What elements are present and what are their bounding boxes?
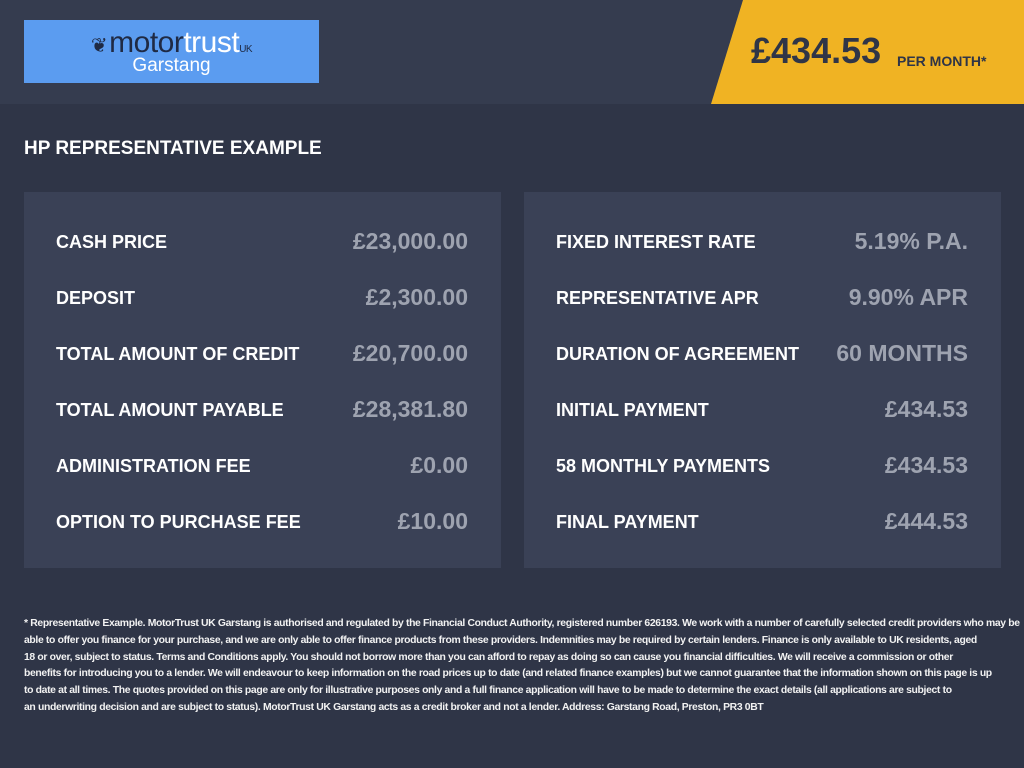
finance-row: 58 MONTHLY PAYMENTS £434.53 [556,452,968,482]
logo-branch: Garstang [132,55,211,76]
finance-label: TOTAL AMOUNT PAYABLE [56,400,284,420]
page-title: HP REPRESENTATIVE EXAMPLE [24,138,322,159]
finance-row: TOTAL AMOUNT PAYABLE £28,381.80 [56,396,468,426]
finance-row: CASH PRICE £23,000.00 [56,228,468,258]
finance-row: OPTION TO PURCHASE FEE £10.00 [56,508,468,538]
finance-label: FINAL PAYMENT [556,512,699,532]
finance-value: 9.90% APR [848,284,968,310]
finance-value: 60 MONTHS [836,340,968,366]
monthly-price-banner: £434.53 PER MONTH* [711,0,1024,104]
finance-value: £444.53 [884,508,968,534]
finance-label: FIXED INTEREST RATE [556,232,756,252]
disclaimer-line: able to offer you finance for your purch… [24,634,977,646]
finance-row: FIXED INTEREST RATE 5.19% P.A. [556,228,968,258]
finance-label: REPRESENTATIVE APR [556,288,759,308]
finance-label: OPTION TO PURCHASE FEE [56,512,301,532]
finance-row: INITIAL PAYMENT £434.53 [556,396,968,426]
finance-row: FINAL PAYMENT £444.53 [556,508,968,538]
per-month-label: PER MONTH* [897,53,987,69]
dealer-logo[interactable]: ❦motortrustUK Garstang [24,20,319,83]
finance-value: £2,300.00 [365,284,468,310]
finance-label: CASH PRICE [56,232,168,252]
finance-value: £28,381.80 [352,396,468,422]
finance-panel-left: CASH PRICE £23,000.00 DEPOSIT £2,300.00 TOTA… [24,192,501,568]
finance-row: REPRESENTATIVE APR 9.90% APR [556,284,968,314]
finance-value: £0.00 [410,452,468,478]
leaf-icon: ❦ [90,35,108,57]
finance-label: INITIAL PAYMENT [556,400,709,420]
logo-wordmark: ❦motortrustUK [90,26,253,59]
finance-value: 5.19% P.A. [854,228,968,254]
finance-label: 58 MONTHLY PAYMENTS [556,456,771,476]
finance-panel-right: FIXED INTEREST RATE 5.19% P.A. REPRESENTAT… [524,192,1001,568]
disclaimer-line: an underwriting decision and are subject… [24,701,764,713]
finance-row: DURATION OF AGREEMENT 60 MONTHS [556,340,968,370]
finance-value: £10.00 [397,508,468,534]
finance-row: ADMINISTRATION FEE £0.00 [56,452,468,482]
disclaimer: * Representative Example. MotorTrust UK … [24,616,1020,717]
disclaimer-line: * Representative Example. MotorTrust UK … [24,618,1020,629]
disclaimer-line: benefits for introducing you to a lender… [24,668,992,680]
disclaimer-line: 18 or over, subject to status. Terms and… [24,651,953,663]
header: ❦motortrustUK Garstang £434.53 PER MONTH… [0,0,1024,104]
disclaimer-line: to date at all times. The quotes provide… [24,685,952,697]
finance-value: £434.53 [884,396,968,422]
finance-label: TOTAL AMOUNT OF CREDIT [56,344,300,364]
finance-row: TOTAL AMOUNT OF CREDIT £20,700.00 [56,340,468,370]
finance-label: DURATION OF AGREEMENT [556,344,799,364]
finance-label: DEPOSIT [56,288,136,308]
finance-row: DEPOSIT £2,300.00 [56,284,468,314]
finance-value: £434.53 [884,452,968,478]
finance-label: ADMINISTRATION FEE [56,456,251,476]
monthly-price: £434.53 [751,30,882,71]
finance-value: £23,000.00 [352,228,468,254]
finance-value: £20,700.00 [352,340,468,366]
